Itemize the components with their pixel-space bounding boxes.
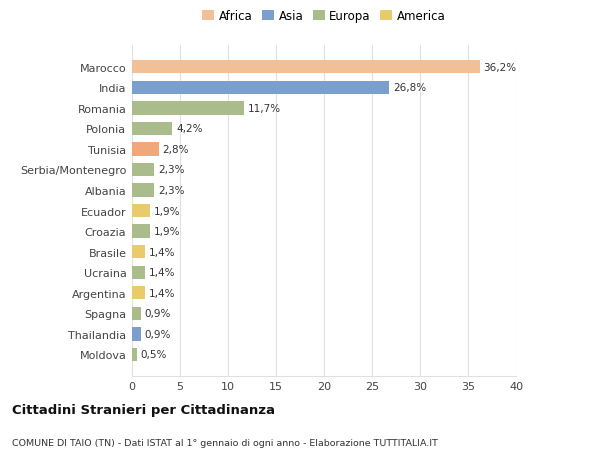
Bar	[132, 61, 479, 74]
Text: 0,5%: 0,5%	[140, 350, 167, 360]
Text: 0,9%: 0,9%	[145, 329, 171, 339]
Bar	[132, 286, 145, 300]
Bar	[132, 348, 137, 361]
Text: 1,4%: 1,4%	[149, 247, 176, 257]
Text: 2,3%: 2,3%	[158, 165, 184, 175]
Text: 2,3%: 2,3%	[158, 185, 184, 196]
Text: COMUNE DI TAIO (TN) - Dati ISTAT al 1° gennaio di ogni anno - Elaborazione TUTTI: COMUNE DI TAIO (TN) - Dati ISTAT al 1° g…	[12, 438, 438, 447]
Bar	[132, 163, 154, 177]
Bar	[132, 102, 244, 115]
Bar	[132, 246, 145, 259]
Text: Cittadini Stranieri per Cittadinanza: Cittadini Stranieri per Cittadinanza	[12, 403, 275, 416]
Text: 0,9%: 0,9%	[145, 309, 171, 319]
Bar	[132, 123, 172, 136]
Text: 11,7%: 11,7%	[248, 104, 281, 113]
Text: 26,8%: 26,8%	[393, 83, 426, 93]
Text: 2,8%: 2,8%	[163, 145, 189, 155]
Bar	[132, 266, 145, 280]
Legend: Africa, Asia, Europa, America: Africa, Asia, Europa, America	[197, 6, 451, 28]
Bar	[132, 143, 159, 156]
Bar	[132, 184, 154, 197]
Bar	[132, 225, 150, 238]
Text: 1,4%: 1,4%	[149, 268, 176, 278]
Text: 1,9%: 1,9%	[154, 227, 181, 237]
Bar	[132, 307, 140, 320]
Bar	[132, 81, 389, 95]
Text: 36,2%: 36,2%	[484, 62, 517, 73]
Text: 1,9%: 1,9%	[154, 206, 181, 216]
Bar	[132, 204, 150, 218]
Bar	[132, 328, 140, 341]
Text: 4,2%: 4,2%	[176, 124, 203, 134]
Text: 1,4%: 1,4%	[149, 288, 176, 298]
